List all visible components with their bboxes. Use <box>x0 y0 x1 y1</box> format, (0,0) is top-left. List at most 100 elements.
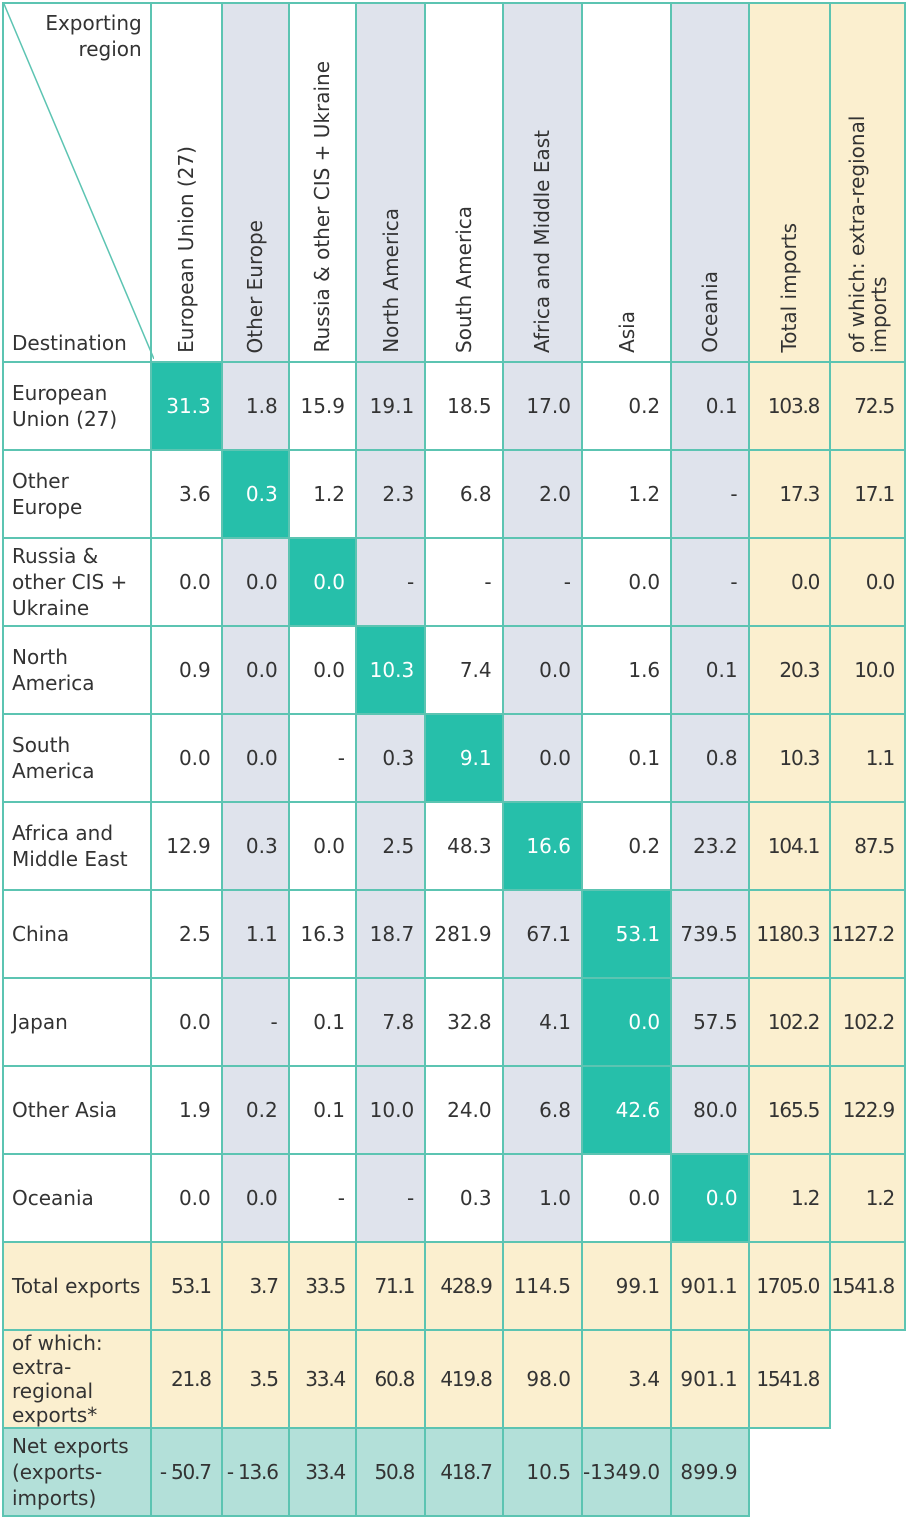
data-cell: 48.3 <box>424 801 504 891</box>
data-cell: 1.0 <box>501 1153 583 1243</box>
col-header-total-imports: Total imports <box>747 2 832 363</box>
data-cell: 0.3 <box>220 449 290 539</box>
table-row: South America 0.0 0.0-0.3 9.1 0.0 0.1 0.8 10.3 1… <box>2 713 906 803</box>
data-cell: 18.5 <box>424 361 504 451</box>
data-cell: 0.1 <box>287 1065 358 1155</box>
row-label-africa-and-middle-east: Africa and Middle East <box>2 801 152 891</box>
data-cell: 0.0 <box>220 713 290 803</box>
data-cell: 1.1 <box>829 713 906 803</box>
data-cell: 122.9 <box>829 1065 906 1155</box>
data-cell: 7.4 <box>424 625 504 715</box>
data-cell: 98.0 <box>501 1329 583 1429</box>
row-label-china: China <box>2 889 152 979</box>
data-cell: 1.2 <box>580 449 673 539</box>
row-label-of-which-extra-regional-exports: of which: extra-regional exports* <box>2 1329 152 1429</box>
data-cell: 53.1 <box>149 1241 223 1331</box>
data-cell: 114.5 <box>501 1241 583 1331</box>
data-cell: 3.4 <box>580 1329 673 1429</box>
data-cell: 4.1 <box>501 977 583 1067</box>
col-header-eu: European Union (27) <box>149 2 223 363</box>
data-cell: 57.5 <box>670 977 750 1067</box>
data-cell: 0.0 <box>829 537 906 627</box>
data-cell: 418.7 <box>424 1427 504 1517</box>
data-cell: 80.0 <box>670 1065 750 1155</box>
data-cell: 0.2 <box>580 361 673 451</box>
data-cell: 901.1 <box>670 1241 750 1331</box>
data-cell: 71.1 <box>355 1241 427 1331</box>
row-label-south-america: South America <box>2 713 152 803</box>
data-cell: 24.0 <box>424 1065 504 1155</box>
data-cell: 103.8 <box>747 361 832 451</box>
data-cell: 18.7 <box>355 889 427 979</box>
data-cell: 33.4 <box>287 1427 358 1517</box>
data-cell: 0.0 <box>149 713 223 803</box>
data-cell: 0.0 <box>580 977 673 1067</box>
header-row: Exporting region Destination European Un… <box>2 2 906 363</box>
data-cell: 1.9 <box>149 1065 223 1155</box>
table-row: China 2.5 1.1 16.3 18.7 281.9 67.1 53.1 739.5 118… <box>2 889 906 979</box>
row-label-net-exports-exports-imports: Net exports (exports-imports) <box>2 1427 152 1517</box>
data-cell: 0.8 <box>670 713 750 803</box>
table-row: of which: extra-regional exports* 21.8 3.5… <box>2 1329 905 1429</box>
data-cell: 50.8 <box>355 1427 427 1517</box>
data-cell: 165.5 <box>747 1065 832 1155</box>
data-cell: 23.2 <box>670 801 750 891</box>
table-row: Net exports (exports-imports) - 50.7- 13.… <box>2 1427 905 1517</box>
data-cell: 2.3 <box>355 449 427 539</box>
data-cell: - 50.7 <box>149 1427 223 1517</box>
data-cell: 0.1 <box>670 625 750 715</box>
table-row: North America 0.9 0.0 0.0 10.3 7.4 0.0 1.6 0.1 20… <box>2 625 906 715</box>
data-cell: 10.3 <box>355 625 427 715</box>
data-cell: -1349.0 <box>580 1427 673 1517</box>
data-cell: 17.1 <box>829 449 906 539</box>
data-cell: 428.9 <box>424 1241 504 1331</box>
empty-cell <box>830 1428 905 1516</box>
row-label-japan: Japan <box>2 977 152 1067</box>
data-cell: 10.0 <box>355 1065 427 1155</box>
table-row: Africa and Middle East 12.9 0.3 0.0 2.5 48.3 1… <box>2 801 906 891</box>
empty-cell <box>748 1428 831 1516</box>
table-row: Russia & other CIS + Ukraine 0.0 0.0 0.0- - -… <box>2 537 906 627</box>
col-header-south-america: South America <box>424 2 504 363</box>
data-cell: - <box>355 1153 427 1243</box>
data-cell: 0.0 <box>747 537 832 627</box>
data-cell: 1.2 <box>287 449 358 539</box>
data-cell: - <box>670 449 750 539</box>
data-cell: 1.6 <box>580 625 673 715</box>
data-cell: 0.1 <box>670 361 750 451</box>
table-row: European Union (27) 31.3 1.8 15.9 19.1 18.5 17… <box>2 361 906 451</box>
data-cell: 6.8 <box>501 1065 583 1155</box>
destination-label: Destination <box>12 331 127 355</box>
data-cell: - 13.6 <box>220 1427 290 1517</box>
row-label-total-exports: Total exports <box>2 1241 152 1331</box>
data-cell: 33.5 <box>287 1241 358 1331</box>
data-cell: 21.8 <box>149 1329 223 1429</box>
row-label-european-union-27: European Union (27) <box>2 361 152 451</box>
corner-diagonal <box>4 4 154 359</box>
data-cell: 2.5 <box>355 801 427 891</box>
table-row: Other Asia 1.9 0.2 0.1 10.0 24.0 6.8 42.6 80.0 16… <box>2 1065 906 1155</box>
data-cell: 0.0 <box>149 1153 223 1243</box>
data-cell: - <box>287 713 358 803</box>
row-label-other-europe: Other Europe <box>2 449 152 539</box>
row-label-other-asia: Other Asia <box>2 1065 152 1155</box>
data-cell: 20.3 <box>747 625 832 715</box>
data-cell: 1705.0 <box>747 1241 832 1331</box>
data-cell: 3.7 <box>220 1241 290 1331</box>
data-cell: 12.9 <box>149 801 223 891</box>
data-cell: 0.0 <box>501 713 583 803</box>
data-cell: 16.6 <box>501 801 583 891</box>
data-cell: 0.0 <box>501 625 583 715</box>
col-header-russia-cis: Russia & other CIS + Ukraine <box>287 2 358 363</box>
data-cell: 72.5 <box>829 361 906 451</box>
col-header-oceania: Oceania <box>670 2 750 363</box>
exporting-region-label: Exporting region <box>45 11 142 61</box>
data-cell: 0.3 <box>355 713 427 803</box>
data-cell: 3.5 <box>220 1329 290 1429</box>
data-cell: 0.9 <box>149 625 223 715</box>
data-cell: 7.8 <box>355 977 427 1067</box>
data-cell: 0.1 <box>580 713 673 803</box>
data-cell: 104.1 <box>747 801 832 891</box>
data-cell: 1541.8 <box>829 1241 906 1331</box>
